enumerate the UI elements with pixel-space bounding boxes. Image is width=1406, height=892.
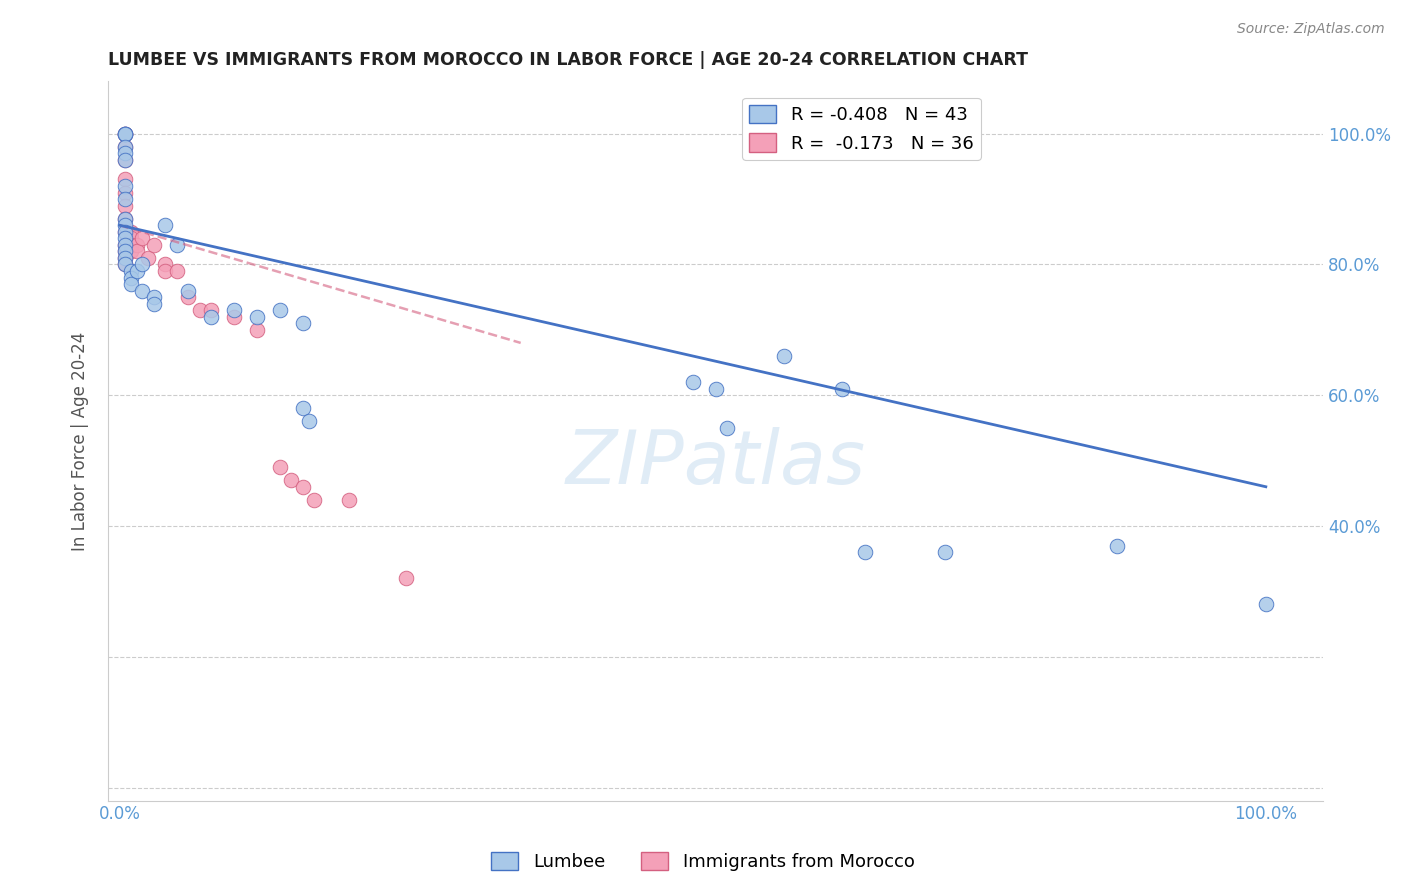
Point bbox=[142, 290, 165, 304]
Point bbox=[831, 382, 853, 396]
Point bbox=[114, 244, 136, 259]
Point bbox=[131, 284, 153, 298]
Point bbox=[200, 303, 222, 318]
Point bbox=[166, 264, 188, 278]
Point bbox=[304, 492, 326, 507]
Point bbox=[246, 323, 269, 337]
Point bbox=[114, 127, 136, 141]
Point bbox=[114, 127, 136, 141]
Point bbox=[114, 225, 136, 239]
Point bbox=[155, 257, 177, 271]
Point bbox=[853, 545, 876, 559]
Point bbox=[177, 284, 200, 298]
Point bbox=[120, 270, 142, 285]
Point bbox=[337, 492, 360, 507]
Point bbox=[120, 231, 142, 245]
Point bbox=[114, 198, 136, 212]
Point bbox=[114, 251, 136, 265]
Y-axis label: In Labor Force | Age 20-24: In Labor Force | Age 20-24 bbox=[72, 331, 89, 550]
Point bbox=[114, 127, 136, 141]
Point bbox=[114, 186, 136, 200]
Point bbox=[120, 237, 142, 252]
Point bbox=[269, 460, 291, 475]
Point bbox=[131, 231, 153, 245]
Point bbox=[716, 421, 738, 435]
Point bbox=[125, 244, 148, 259]
Point bbox=[166, 237, 188, 252]
Point bbox=[114, 127, 136, 141]
Point bbox=[297, 414, 319, 428]
Point bbox=[125, 237, 148, 252]
Point bbox=[114, 178, 136, 193]
Point bbox=[114, 153, 136, 167]
Point bbox=[395, 571, 418, 585]
Point bbox=[1105, 539, 1128, 553]
Point bbox=[114, 211, 136, 226]
Point bbox=[934, 545, 956, 559]
Point bbox=[177, 290, 200, 304]
Point bbox=[131, 257, 153, 271]
Point bbox=[114, 251, 136, 265]
Point bbox=[155, 264, 177, 278]
Point bbox=[114, 225, 136, 239]
Text: Source: ZipAtlas.com: Source: ZipAtlas.com bbox=[1237, 22, 1385, 37]
Point bbox=[114, 257, 136, 271]
Point bbox=[114, 231, 136, 245]
Point bbox=[114, 237, 136, 252]
Point bbox=[269, 303, 291, 318]
Point bbox=[291, 316, 314, 330]
Point bbox=[291, 401, 314, 416]
Point bbox=[114, 257, 136, 271]
Point bbox=[142, 237, 165, 252]
Text: ZIPatlas: ZIPatlas bbox=[565, 426, 866, 499]
Point bbox=[704, 382, 727, 396]
Point bbox=[114, 153, 136, 167]
Point bbox=[114, 172, 136, 186]
Legend: Lumbee, Immigrants from Morocco: Lumbee, Immigrants from Morocco bbox=[484, 845, 922, 879]
Point bbox=[280, 473, 302, 487]
Legend: R = -0.408   N = 43, R =  -0.173   N = 36: R = -0.408 N = 43, R = -0.173 N = 36 bbox=[742, 97, 981, 160]
Point bbox=[114, 237, 136, 252]
Point bbox=[682, 375, 704, 389]
Point bbox=[125, 264, 148, 278]
Point bbox=[120, 244, 142, 259]
Point bbox=[188, 303, 211, 318]
Point bbox=[114, 140, 136, 154]
Point bbox=[114, 211, 136, 226]
Point bbox=[773, 349, 796, 363]
Point bbox=[222, 303, 245, 318]
Point bbox=[200, 310, 222, 324]
Point bbox=[114, 140, 136, 154]
Point bbox=[291, 480, 314, 494]
Point bbox=[136, 251, 159, 265]
Point bbox=[1254, 598, 1277, 612]
Point bbox=[120, 277, 142, 291]
Point bbox=[120, 264, 142, 278]
Point bbox=[114, 127, 136, 141]
Text: LUMBEE VS IMMIGRANTS FROM MOROCCO IN LABOR FORCE | AGE 20-24 CORRELATION CHART: LUMBEE VS IMMIGRANTS FROM MOROCCO IN LAB… bbox=[108, 51, 1028, 69]
Point bbox=[114, 146, 136, 161]
Point bbox=[142, 296, 165, 310]
Point bbox=[222, 310, 245, 324]
Point bbox=[114, 244, 136, 259]
Point bbox=[114, 192, 136, 206]
Point bbox=[155, 218, 177, 232]
Point bbox=[246, 310, 269, 324]
Point bbox=[114, 218, 136, 232]
Point bbox=[120, 225, 142, 239]
